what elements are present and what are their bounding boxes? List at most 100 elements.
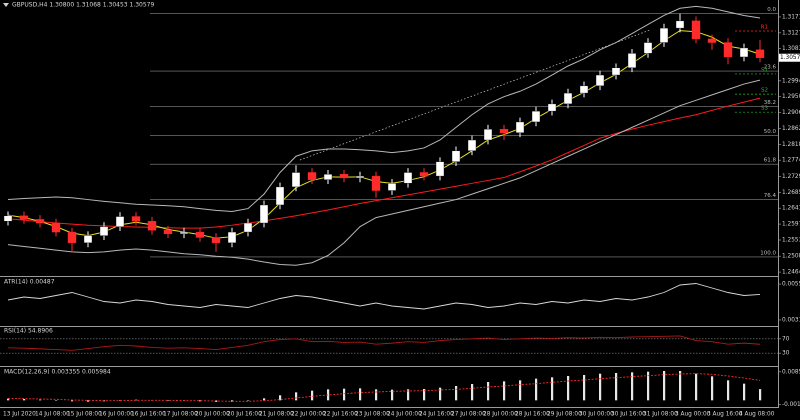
panel-title: RSI(14) 54.8906 <box>4 328 53 335</box>
indicator-line <box>7 97 761 229</box>
histogram-bar <box>551 377 554 401</box>
candle-body <box>435 161 445 177</box>
y-tick-label: 1.27290 <box>782 174 800 180</box>
candle-body <box>67 231 77 244</box>
y-tick-label: 1.29940 <box>782 78 800 84</box>
y-tick-label: 70 <box>782 336 790 342</box>
candle-body <box>595 74 605 87</box>
x-tick-label: 3 Aug 16:00 <box>707 412 743 418</box>
candle-body <box>739 47 749 58</box>
candle-body <box>755 49 765 58</box>
histogram-bar <box>135 399 138 401</box>
y-tick-label: 1.27740 <box>782 158 800 164</box>
y-tick-label: 1.29500 <box>782 94 800 100</box>
y-tick-label: 1.26410 <box>782 206 800 212</box>
x-tick-label: 20 Jul 00:00 <box>195 412 230 418</box>
x-tick-label: 15 Jul 08:00 <box>67 412 102 418</box>
symbol-icon <box>3 3 9 7</box>
candle-body <box>691 20 701 40</box>
histogram-bar <box>487 382 490 401</box>
frame <box>0 0 779 408</box>
x-tick-label: 3 Aug 00:00 <box>675 412 711 418</box>
candle-body <box>3 215 13 222</box>
histogram-bar <box>455 386 458 401</box>
indicator-line <box>7 79 761 266</box>
fib-label: 38.2 <box>764 100 776 106</box>
candle-body <box>339 174 349 179</box>
y-tick-label: 1.29060 <box>782 110 800 116</box>
y-tick-label: 0.008563 <box>782 369 800 375</box>
histogram-bar <box>631 372 634 401</box>
panel-title: ATR(14) 0.00487 <box>4 279 55 286</box>
histogram-bar <box>71 400 74 402</box>
indicator-line <box>7 30 761 239</box>
indicator-line <box>7 283 761 310</box>
indicator-line <box>7 335 761 351</box>
last-price-label: 1.30579 <box>780 55 800 61</box>
candle-body <box>259 204 269 224</box>
candle-body <box>211 237 221 244</box>
histogram-bar <box>711 376 714 401</box>
y-tick-label: 1.30830 <box>782 46 800 52</box>
pivot-label: R1 <box>761 24 768 30</box>
candle-body <box>355 175 365 179</box>
x-tick-label: 22 Jul 16:00 <box>323 412 358 418</box>
histogram-bar <box>567 376 570 401</box>
histogram-bar <box>375 389 378 401</box>
last-price-box <box>779 53 800 62</box>
x-tick-label: 28 Jul 16:00 <box>515 412 550 418</box>
histogram-bar <box>679 371 682 401</box>
candle-body <box>387 183 397 191</box>
candle-body <box>275 186 285 206</box>
candle-body <box>531 110 541 123</box>
candle-body <box>483 128 493 141</box>
x-tick-label: 28 Jul 00:00 <box>483 412 518 418</box>
histogram-bar <box>359 388 362 401</box>
candle-body <box>291 172 301 188</box>
candle-body <box>611 67 621 76</box>
candle-body <box>707 38 717 43</box>
x-tick-label: 27 Jul 08:00 <box>451 412 486 418</box>
signal-line <box>7 373 761 402</box>
histogram-bar <box>167 400 170 401</box>
histogram-bar <box>311 390 314 401</box>
histogram-bar <box>615 373 618 401</box>
y-tick-label: 0.00556 <box>782 282 800 288</box>
candle-body <box>547 103 557 112</box>
x-tick-label: 14 Jul 08:00 <box>35 412 70 418</box>
histogram-bar <box>199 400 202 402</box>
histogram-bar <box>247 400 250 401</box>
indicator-line <box>7 5 761 212</box>
trend-line <box>299 29 651 161</box>
candle-body <box>243 222 253 233</box>
histogram-bar <box>535 378 538 401</box>
histogram-bar <box>583 375 586 401</box>
candle-body <box>131 216 141 222</box>
pivot-label: S3 <box>761 106 768 112</box>
x-tick-label: 23 Jul 08:00 <box>355 412 390 418</box>
histogram-bar <box>23 399 26 401</box>
y-tick-label: 1.25970 <box>782 222 800 228</box>
histogram-bar <box>503 381 506 401</box>
candle-body <box>659 27 669 43</box>
histogram-bar <box>7 398 10 401</box>
y-tick-label: 1.24640 <box>782 270 800 276</box>
histogram-bar <box>87 400 90 402</box>
candle-body <box>227 231 237 244</box>
candle-body <box>467 139 477 152</box>
x-tick-label: 31 Jul 08:00 <box>643 412 678 418</box>
histogram-bar <box>423 389 426 401</box>
y-tick-label: 1.28620 <box>782 126 800 132</box>
x-tick-label: 13 Jul 2020 <box>3 412 36 418</box>
histogram-bar <box>295 392 298 401</box>
candle-body <box>163 230 173 235</box>
candle-body <box>451 150 461 162</box>
y-tick-label: 1.26850 <box>782 190 800 196</box>
pivot-label: S1 <box>761 67 768 73</box>
histogram-bar <box>695 373 698 401</box>
x-tick-label: 16 Jul 16:00 <box>131 412 166 418</box>
candle-body <box>115 216 125 227</box>
y-tick-label: 1.25530 <box>782 237 800 243</box>
y-tick-label: 1.31710 <box>782 14 800 20</box>
